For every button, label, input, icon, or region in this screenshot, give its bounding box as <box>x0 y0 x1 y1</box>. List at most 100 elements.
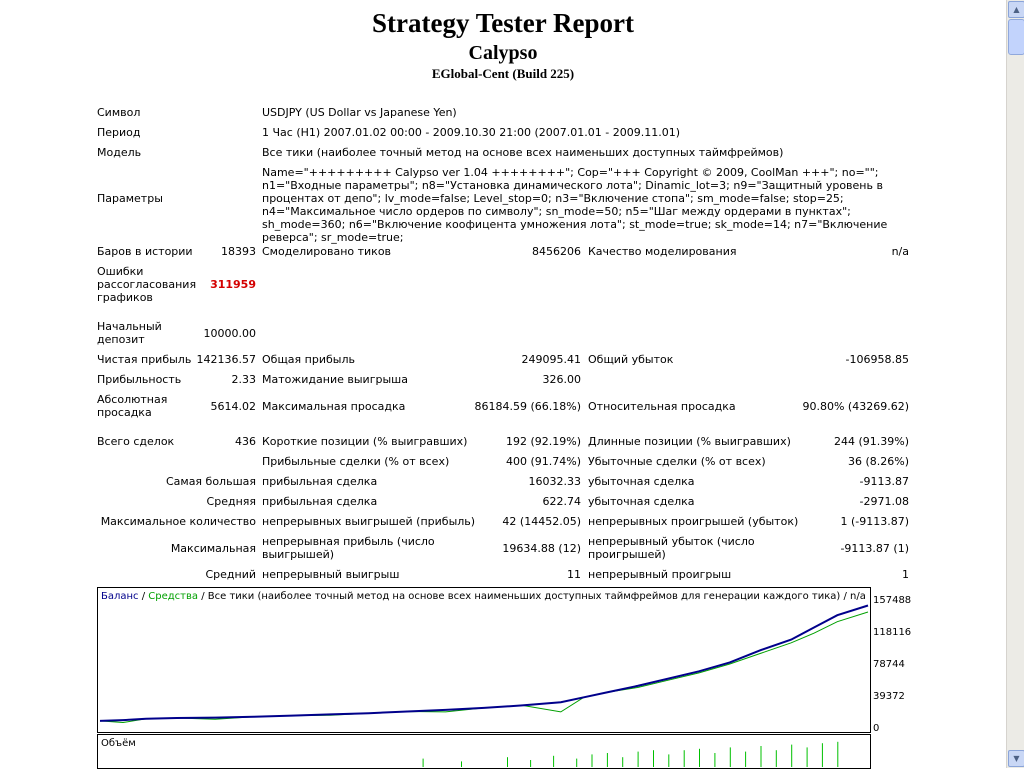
max-cons-wins-label: непрерывных выигрышей (прибыль) <box>262 515 476 528</box>
volume-bar <box>714 753 716 767</box>
volume-bar <box>699 748 700 767</box>
max-cons-profit-label-1: непрерывная прибыль (число <box>262 535 435 548</box>
bars-label: Баров в истории <box>97 245 193 258</box>
max-cons-loss-label-2: проигрышей) <box>588 548 666 561</box>
total-trades-label: Всего сделок <box>97 435 175 448</box>
volume-bar <box>760 746 762 767</box>
scroll-down-icon[interactable]: ▼ <box>1008 750 1024 767</box>
gross-profit-label: Общая прибыль <box>262 353 355 366</box>
volume-bar <box>622 757 624 767</box>
abs-drawdown-value: 5614.02 <box>210 400 257 413</box>
chart-legend: Баланс / Средства / Все тики (наиболее т… <box>101 591 866 602</box>
params-value: Name="+++++++++ Calypso ver 1.04 +++++++… <box>262 166 888 244</box>
vertical-scrollbar[interactable]: ▲ ▼ <box>1006 0 1024 768</box>
y-tick-label: 118116 <box>873 627 912 638</box>
scroll-thumb[interactable] <box>1008 19 1024 55</box>
scroll-up-icon[interactable]: ▲ <box>1008 1 1024 18</box>
max-cons-loss-label-1: непрерывный убыток (число <box>588 535 755 548</box>
volume-bar <box>806 747 808 767</box>
bars-value: 18393 <box>221 245 256 258</box>
volume-bar <box>591 754 593 767</box>
gross-loss-label: Общий убыток <box>588 353 674 366</box>
errors-label-2: рассогласования <box>97 278 197 291</box>
deposit-label-1: Начальный <box>97 320 162 333</box>
long-positions-value: 244 (91.39%) <box>833 435 909 448</box>
period-label: Период <box>97 126 141 139</box>
max-cons-losses-label: непрерывных проигрышей (убыток) <box>588 515 799 528</box>
volume-bar <box>837 741 839 767</box>
largest-profit-value: 16032.33 <box>528 475 582 488</box>
volume-bar <box>729 747 731 767</box>
short-positions-label: Короткие позиции (% выигравших) <box>262 435 468 448</box>
errors-label-3: графиков <box>97 291 153 304</box>
volume-bar <box>553 755 555 767</box>
largest-label: Самая большая <box>165 475 256 488</box>
volume-bar <box>683 750 685 767</box>
long-positions-label: Длинные позиции (% выигравших) <box>588 435 791 448</box>
average-loss-value: -2971.08 <box>859 495 909 508</box>
volume-bar <box>745 751 747 767</box>
max-drawdown-label: Максимальная просадка <box>262 400 406 413</box>
gross-profit-value: 249095.41 <box>521 353 582 366</box>
symbol-value: USDJPY (US Dollar vs Japanese Yen) <box>262 106 457 119</box>
payoff-label: Матожидание выигрыша <box>262 373 408 386</box>
gross-loss-value: -106958.85 <box>845 353 909 366</box>
avg-cons-wins-value: 11 <box>567 568 581 581</box>
max-cons-profit-label-2: выигрышей) <box>262 548 335 561</box>
average-profit-label: прибыльная сделка <box>262 495 378 508</box>
max-count-label: Максимальное количество <box>100 515 256 528</box>
abs-drawdown-label-2: просадка <box>97 406 152 419</box>
expert-name: Calypso <box>468 42 538 64</box>
deposit-label-2: депозит <box>97 333 145 346</box>
volume-bar <box>821 743 823 767</box>
report-title: Strategy Tester Report <box>372 8 634 38</box>
y-tick-label: 39372 <box>873 691 905 702</box>
errors-label-1: Ошибки <box>97 265 144 278</box>
average-label: Средняя <box>206 495 256 508</box>
average-loss-label: убыточная сделка <box>588 495 695 508</box>
legend-description: / Все тики (наиболее точный метод на осн… <box>198 591 866 602</box>
deposit-value: 10000.00 <box>203 327 257 340</box>
volume-bar <box>576 758 578 767</box>
volume-bar <box>775 750 777 767</box>
y-tick-label: 0 <box>873 723 880 734</box>
maximal-label: Максимальная <box>170 542 256 555</box>
symbol-label: Символ <box>97 106 141 119</box>
net-profit-label: Чистая прибыль <box>97 353 192 366</box>
volume-bar <box>461 761 462 767</box>
loss-trades-value: 36 (8.26%) <box>847 455 909 468</box>
abs-drawdown-label-1: Абсолютная <box>97 393 168 406</box>
max-cons-wins-value: 42 (14452.05) <box>502 515 581 528</box>
avg-cons-losses-label: непрерывный проигрыш <box>588 568 732 581</box>
avg-cons-label: Средний <box>205 568 256 581</box>
rel-drawdown-label: Относительная просадка <box>588 400 736 413</box>
avg-cons-wins-label: непрерывный выигрыш <box>262 568 400 581</box>
volume-bar <box>507 757 508 767</box>
model-label: Модель <box>97 146 142 159</box>
volume-bar <box>791 744 793 767</box>
ticks-value: 8456206 <box>532 245 581 258</box>
legend-equity: Средства <box>148 591 199 602</box>
quality-label: Качество моделирования <box>588 245 737 258</box>
volume-plot <box>422 741 839 767</box>
average-profit-value: 622.74 <box>542 495 582 508</box>
y-tick-label: 78744 <box>873 659 905 670</box>
max-cons-profit-value: 19634.88 (12) <box>502 542 581 555</box>
legend-separator: / <box>138 591 149 602</box>
payoff-value: 326.00 <box>542 373 582 386</box>
legend-balance: Баланс <box>101 591 139 602</box>
profit-trades-label: Прибыльные сделки (% от всех) <box>262 455 450 468</box>
largest-loss-label: убыточная сделка <box>588 475 695 488</box>
volume-bar <box>606 753 608 767</box>
volume-bar <box>422 758 424 767</box>
errors-value: 311959 <box>210 278 256 291</box>
max-drawdown-value: 86184.59 (66.18%) <box>474 400 581 413</box>
server-build: EGlobal-Cent (Build 225) <box>431 66 575 81</box>
balance-line <box>99 604 869 722</box>
max-cons-loss-value: -9113.87 (1) <box>840 542 909 555</box>
balance-chart: Баланс / Средства / Все тики (наиболее т… <box>97 587 871 733</box>
profit-trades-value: 400 (91.74%) <box>505 455 581 468</box>
profit-factor-label: Прибыльность <box>97 373 182 386</box>
ticks-label: Смоделировано тиков <box>262 245 392 258</box>
model-value: Все тики (наиболее точный метод на основ… <box>262 146 784 159</box>
